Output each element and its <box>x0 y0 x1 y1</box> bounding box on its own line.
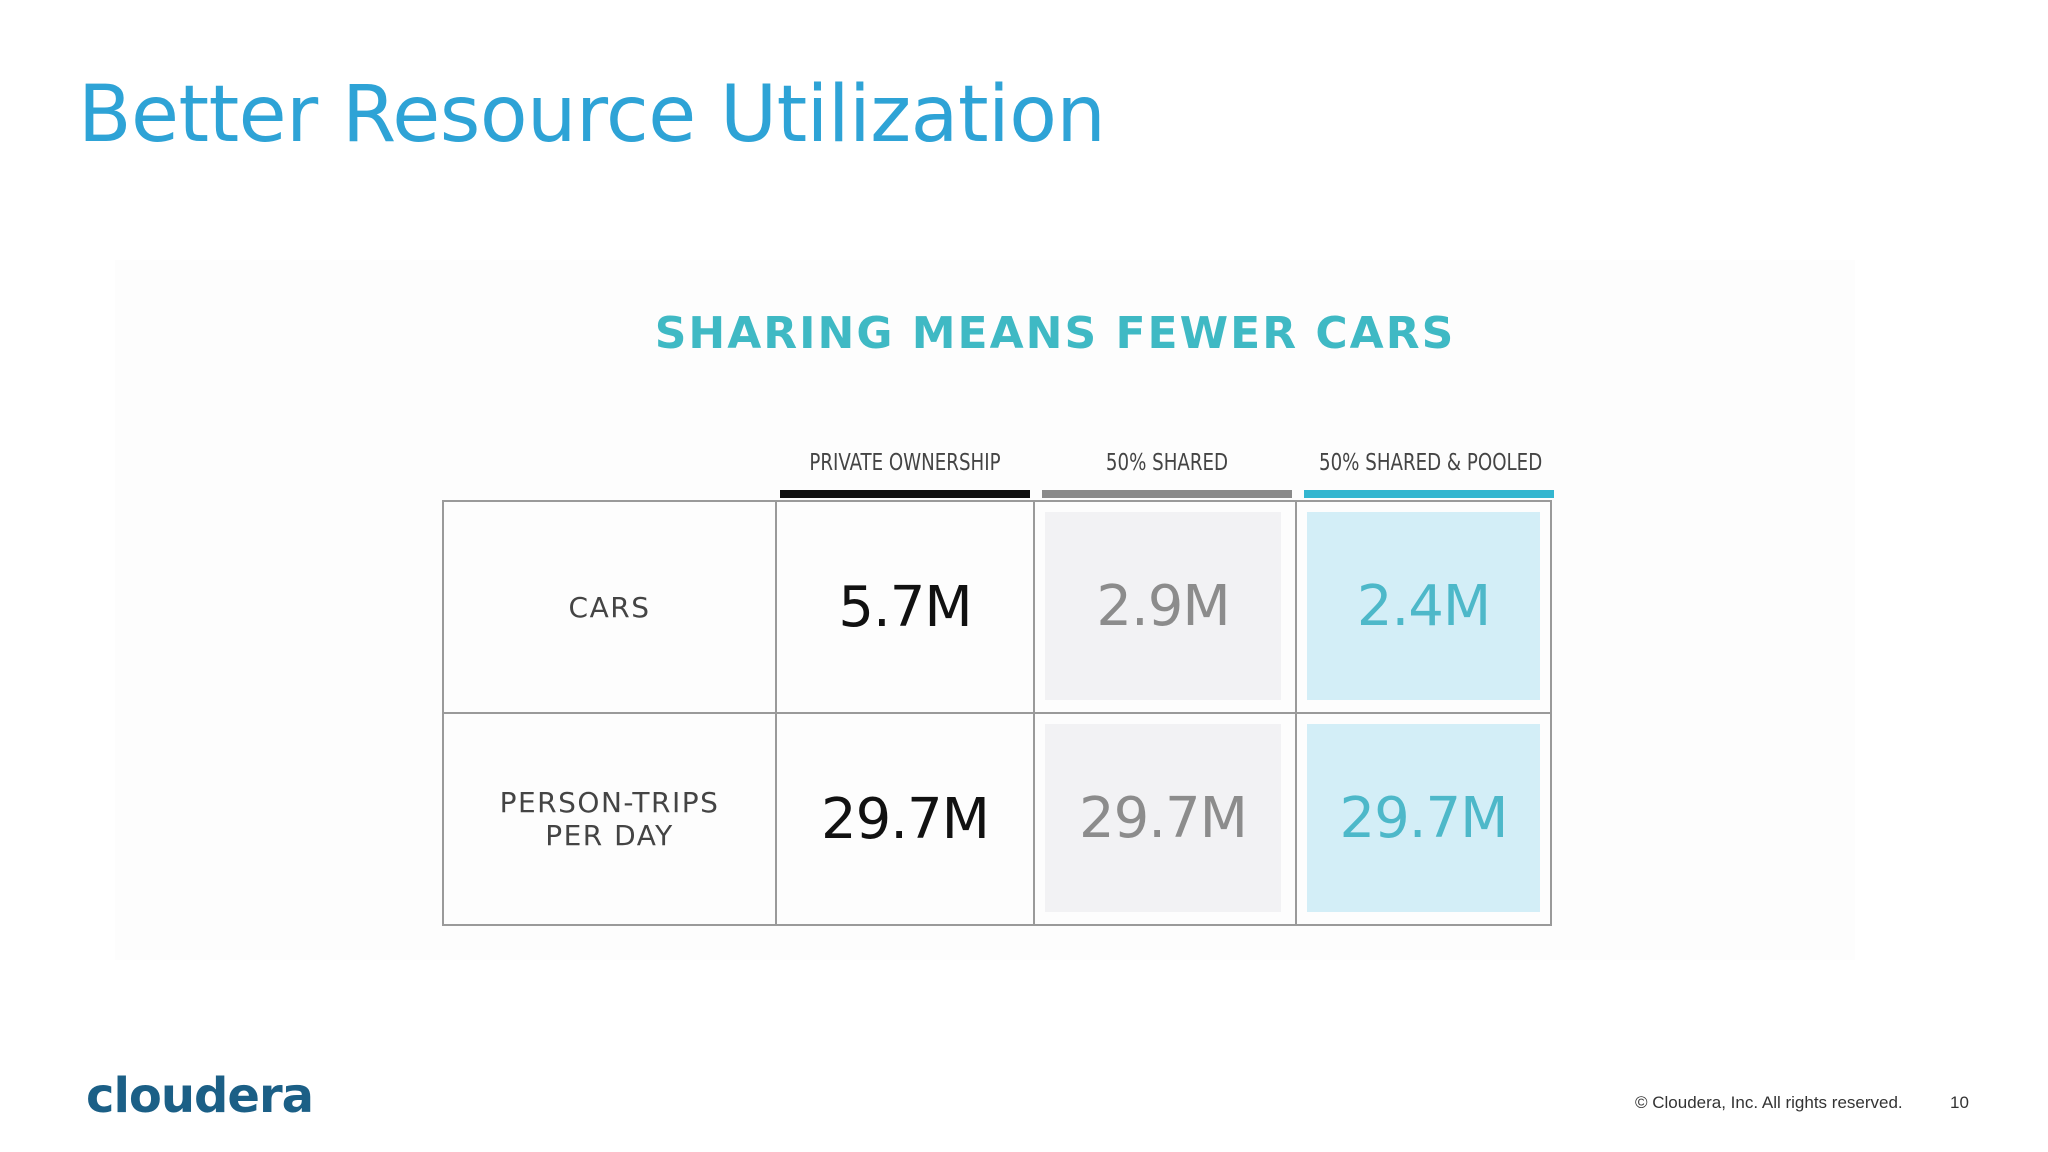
table-cell: 5.7M <box>777 502 1033 712</box>
row-label-line: PER DAY <box>545 819 674 852</box>
column-header-50-shared: 50% SHARED <box>1105 450 1229 476</box>
column-bar-50-shared-pooled <box>1304 490 1554 498</box>
value-trips-50-shared-pooled: 29.7M <box>1339 785 1508 851</box>
figure-title: SHARING MEANS FEWER CARS <box>654 308 1456 359</box>
value-cars-private-ownership: 5.7M <box>838 574 972 640</box>
comparison-table: CARS 5.7M 2.9M 2.4M PERSON-TRIPS PER DAY… <box>442 500 1552 926</box>
table-cell: 29.7M <box>1045 724 1281 912</box>
column-bar-50-shared <box>1042 490 1292 498</box>
value-trips-private-ownership: 29.7M <box>820 786 990 852</box>
table-divider <box>444 712 1550 714</box>
column-header-50-shared-pooled: 50% SHARED & POOLED <box>1319 450 1543 476</box>
cloudera-logo: cloudera <box>86 1068 314 1124</box>
table-cell: 29.7M <box>777 714 1033 924</box>
table-cell: 2.9M <box>1045 512 1281 700</box>
comparison-figure: SHARING MEANS FEWER CARS PRIVATE OWNERSH… <box>115 260 1855 960</box>
value-trips-50-shared: 29.7M <box>1078 785 1248 851</box>
row-label-line: CARS <box>568 590 651 624</box>
table-row-label-person-trips: PERSON-TRIPS PER DAY <box>444 714 775 924</box>
table-row-label-cars: CARS <box>444 502 775 712</box>
footer-copyright: © Cloudera, Inc. All rights reserved. <box>1635 1093 1903 1112</box>
column-header-private-ownership: PRIVATE OWNERSHIP <box>809 450 1001 476</box>
row-label-line: PERSON-TRIPS <box>499 786 720 819</box>
page-number: 10 <box>1950 1093 1969 1112</box>
column-bar-private-ownership <box>780 490 1030 498</box>
value-cars-50-shared-pooled: 2.4M <box>1356 573 1491 639</box>
table-cell: 2.4M <box>1307 512 1540 700</box>
table-cell: 29.7M <box>1307 724 1540 912</box>
value-cars-50-shared: 2.9M <box>1096 573 1230 639</box>
slide-title: Better Resource Utilization <box>78 70 1106 160</box>
